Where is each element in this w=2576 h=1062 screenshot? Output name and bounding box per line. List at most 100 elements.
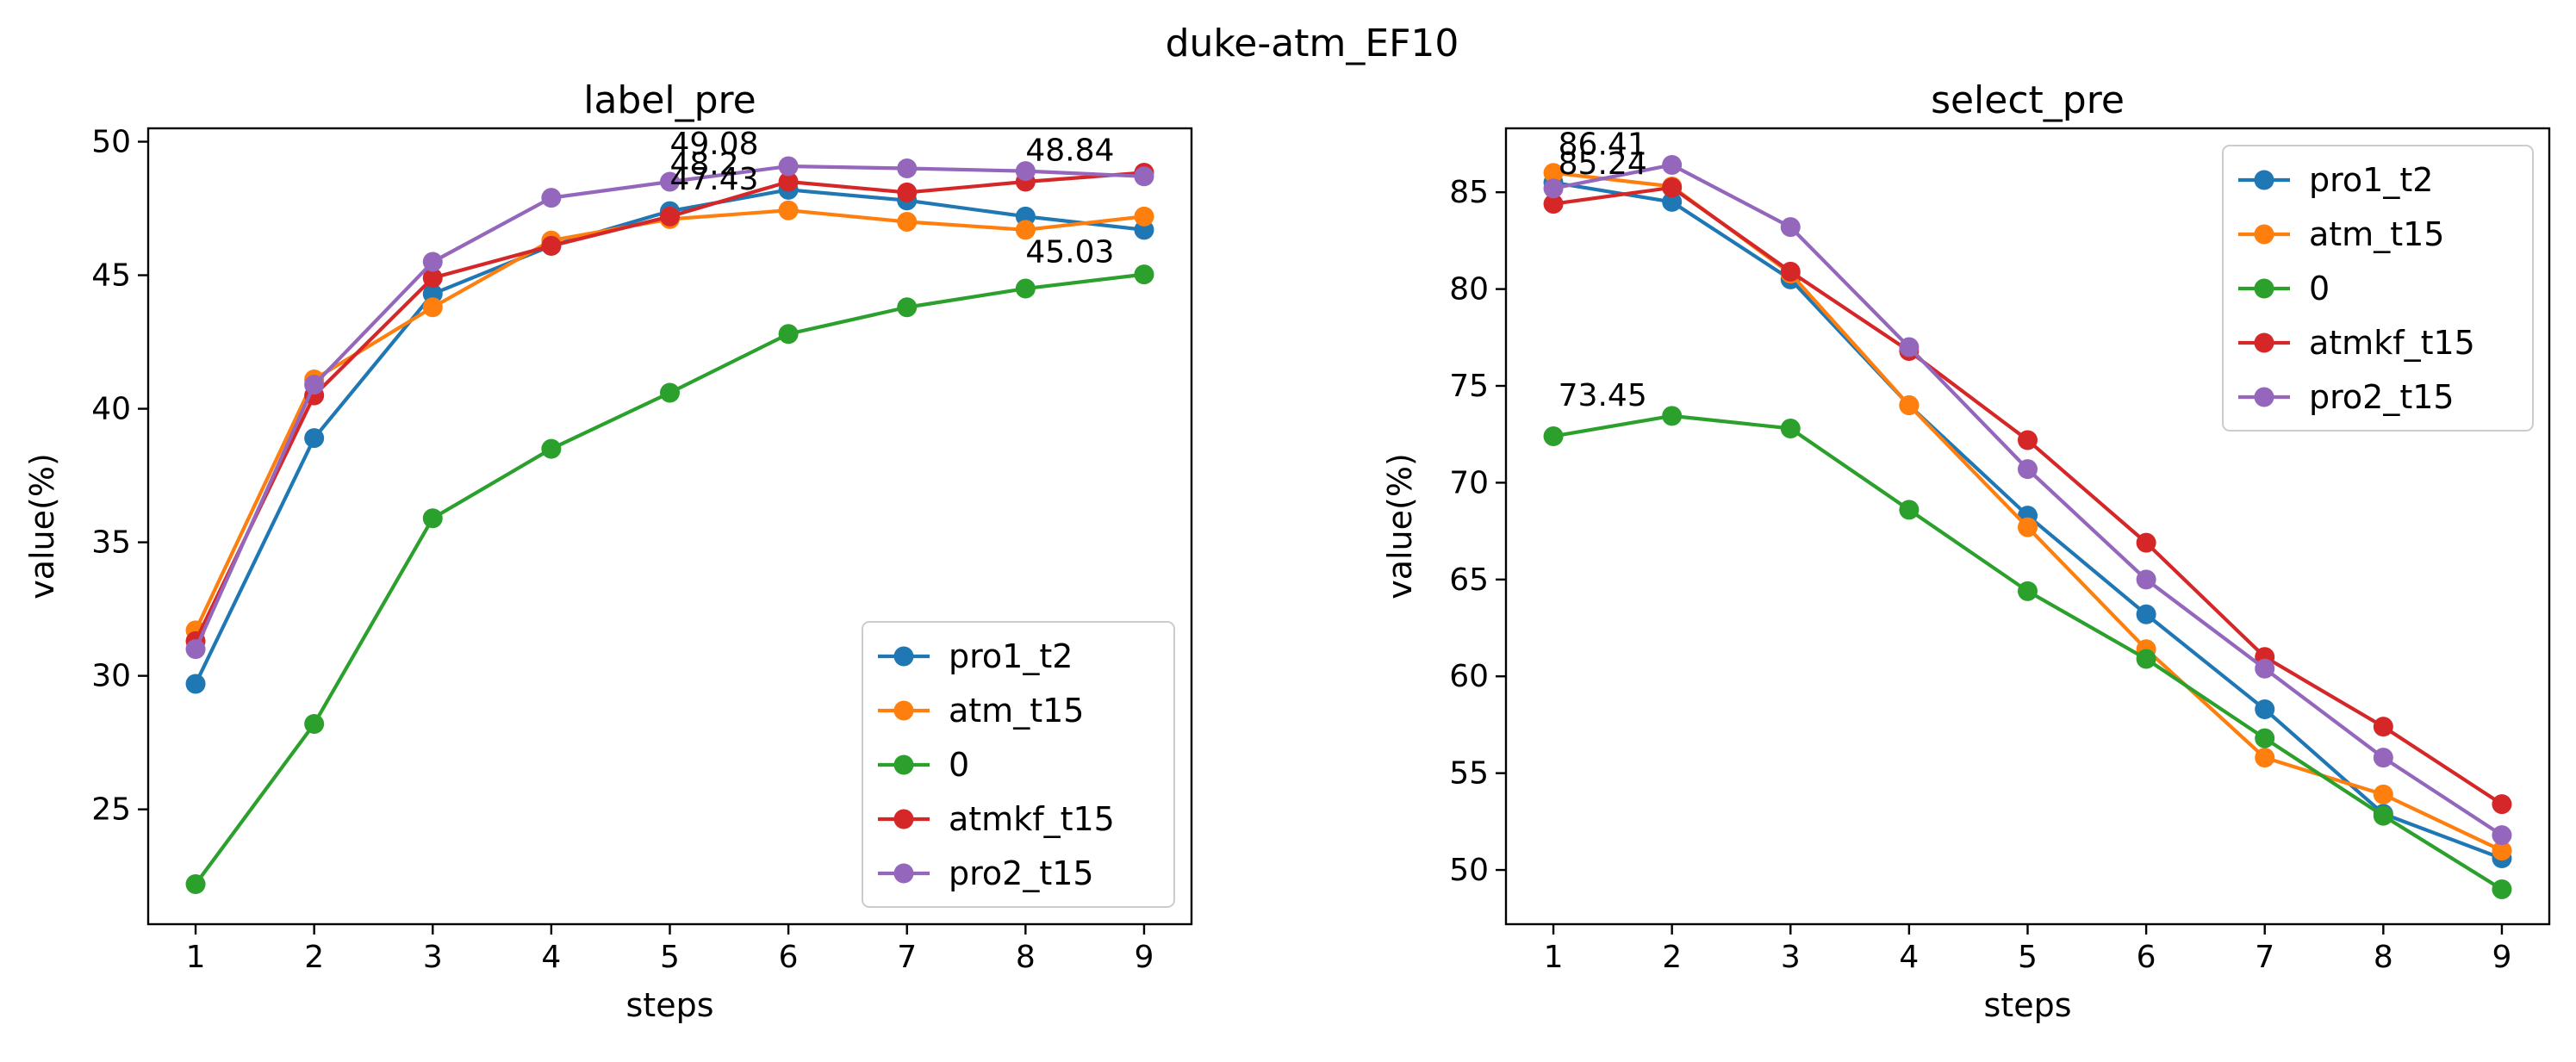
data-point (2492, 841, 2512, 861)
data-point (660, 382, 680, 403)
legend-item-pro1-t2: pro1_t2 (878, 637, 1073, 675)
data-point (1662, 154, 1683, 175)
data-point (1780, 217, 1801, 238)
data-point (897, 158, 918, 179)
y-tick-label: 75 (1449, 369, 1489, 404)
data-point (2136, 649, 2156, 669)
figure-suptitle: duke-atm_EF10 (1166, 22, 1459, 65)
data-point (1015, 161, 1036, 182)
data-point (304, 713, 325, 734)
data-point (778, 156, 799, 177)
data-point (304, 375, 325, 395)
x-tick-label: 1 (1544, 940, 1564, 975)
legend-label: pro2_t15 (949, 854, 1094, 892)
data-point (541, 188, 562, 208)
data-point (185, 674, 206, 694)
legend-label: atmkf_t15 (949, 800, 1115, 838)
data-point (1134, 206, 1154, 227)
data-point (422, 297, 443, 318)
data-point (660, 171, 680, 192)
data-point (1662, 406, 1683, 426)
data-point (541, 235, 562, 256)
data-point (1543, 425, 1564, 446)
y-tick-label: 60 (1449, 659, 1489, 694)
legend-label: pro1_t2 (2309, 161, 2433, 199)
legend-item-atmkf-t15: atmkf_t15 (878, 800, 1115, 838)
data-point (1134, 264, 1154, 285)
legend-item-pro2-t15: pro2_t15 (2238, 378, 2455, 416)
data-point (1015, 278, 1036, 299)
data-point (778, 200, 799, 220)
y-tick-label: 85 (1449, 175, 1489, 210)
y-tick-label: 55 (1449, 756, 1489, 792)
legend-label: 0 (2309, 270, 2330, 307)
legend-label: atmkf_t15 (2309, 324, 2475, 362)
data-point (2373, 717, 2393, 737)
data-point (897, 297, 918, 318)
x-tick-label: 7 (2255, 940, 2274, 975)
series-line (194, 208, 1145, 631)
legend-marker (2254, 278, 2274, 299)
data-label: 47.43 (670, 162, 759, 197)
legend-marker (893, 863, 914, 884)
legend-label: atm_t15 (949, 692, 1084, 730)
data-point (897, 182, 918, 202)
x-tick-label: 7 (897, 940, 917, 975)
data-label: 45.03 (1025, 235, 1114, 270)
series-atmkf-t15 (185, 162, 1154, 651)
data-point (2373, 748, 2393, 768)
legend-label: atm_t15 (2309, 215, 2444, 253)
legend: pro1_t2 atm_t15 0 atmkf_t15 pro2_t15 (2222, 145, 2534, 432)
data-label: 48.84 (1025, 133, 1114, 168)
legend-label: pro1_t2 (949, 637, 1073, 675)
legend-item-atmkf-t15: atmkf_t15 (2238, 324, 2475, 362)
x-axis-label: steps (1984, 986, 2072, 1024)
series-pro1-t2 (185, 179, 1154, 694)
data-label: 86.41 (1559, 127, 1647, 162)
data-point (1662, 177, 1683, 198)
legend-marker (893, 755, 914, 775)
legend-marker (893, 809, 914, 829)
data-point (422, 508, 443, 529)
data-point (2492, 794, 2512, 815)
x-tick-label: 8 (1016, 940, 1036, 975)
data-point (304, 428, 325, 449)
data-point (2492, 879, 2512, 900)
data-point (2255, 748, 2275, 768)
data-point (1662, 191, 1683, 212)
data-point (1780, 261, 1801, 282)
series-line (1552, 413, 2504, 891)
x-axis-label: steps (626, 986, 714, 1024)
data-label: 48.2 (670, 146, 739, 182)
data-point (2018, 430, 2038, 450)
y-tick-label: 70 (1449, 465, 1489, 500)
legend-marker (893, 646, 914, 667)
data-point (2255, 658, 2275, 679)
data-point (541, 438, 562, 459)
data-point (1899, 394, 1920, 415)
x-tick-label: 4 (1899, 940, 1919, 975)
x-tick-label: 1 (186, 940, 206, 975)
data-point (1543, 178, 1564, 199)
data-point (2018, 581, 2038, 601)
data-point (778, 171, 799, 192)
plot-title: label_pre (583, 78, 756, 122)
y-tick-label: 45 (91, 258, 131, 294)
data-point (422, 252, 443, 272)
data-point (2136, 604, 2156, 624)
y-axis-label: value(%) (23, 453, 61, 599)
data-label: 85.24 (1559, 146, 1647, 182)
data-point (1543, 163, 1564, 183)
data-point (1134, 166, 1154, 187)
series-0 (185, 264, 1154, 894)
x-tick-label: 3 (423, 940, 443, 975)
legend-item-atm-t15: atm_t15 (878, 692, 1084, 730)
x-tick-label: 9 (2492, 940, 2512, 975)
legend-marker (2254, 170, 2274, 190)
legend-item-atm-t15: atm_t15 (2238, 215, 2444, 253)
plot-frame (146, 127, 1193, 926)
data-point (778, 324, 799, 345)
data-point (1780, 418, 1801, 438)
data-point (422, 268, 443, 289)
